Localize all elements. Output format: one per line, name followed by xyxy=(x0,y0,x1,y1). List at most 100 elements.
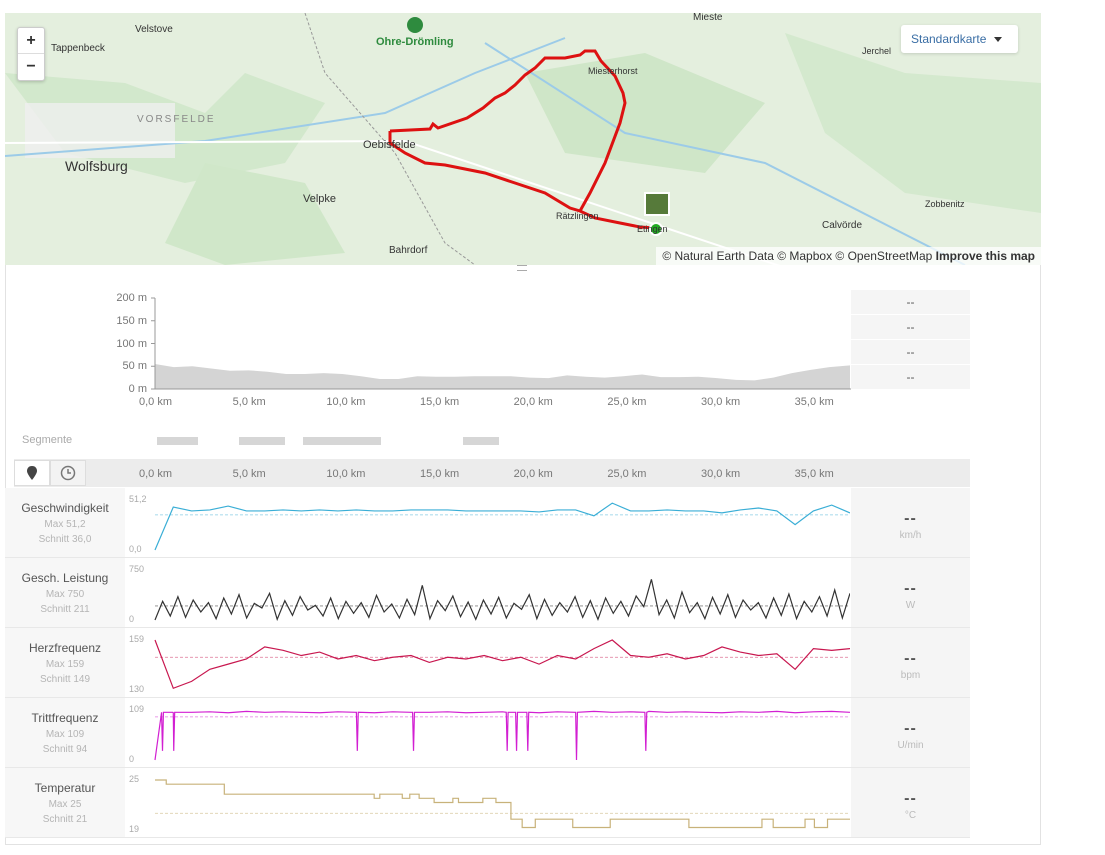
stream-max: Max 51,2 xyxy=(44,519,86,530)
stream-avg: Schnitt 21 xyxy=(42,814,88,825)
segment-bar[interactable] xyxy=(157,437,198,445)
map-label-mieste: Mieste xyxy=(693,13,723,23)
map-canvas xyxy=(5,13,1041,265)
resize-handle[interactable] xyxy=(517,265,527,271)
stream-row-gesch-leistung[interactable]: Gesch. Leistung Max 750 Schnitt 211 750 … xyxy=(5,558,970,627)
x-tick-label: 35,0 km xyxy=(794,468,834,480)
stream-avg: Schnitt 36,0 xyxy=(38,534,92,545)
stream-max: Max 750 xyxy=(45,589,85,600)
map-label-ohre-dromling: Ohre-Drömling xyxy=(376,36,454,48)
x-tick-label: 20,0 km xyxy=(513,468,553,480)
stream-y-min: 19 xyxy=(129,824,140,834)
stream-label: Trittfrequenz Max 109 Schnitt 94 xyxy=(5,698,125,767)
stream-y-max: 750 xyxy=(129,564,145,574)
stream-current-value: -- U/min xyxy=(851,698,970,767)
segment-bar[interactable] xyxy=(239,437,285,445)
zoom-in-button[interactable]: + xyxy=(18,28,44,54)
stream-line xyxy=(155,779,850,829)
stream-y-max: 51,2 xyxy=(129,494,147,504)
x-tick-label: 30,0 km xyxy=(700,396,741,408)
stream-value: -- xyxy=(904,720,917,737)
time-axis-button[interactable] xyxy=(50,460,86,486)
segments-label: Segmente xyxy=(22,434,73,446)
stream-title: Geschwindigkeit xyxy=(21,501,109,515)
elevation-stat: -- xyxy=(851,315,970,339)
x-tick-label: 25,0 km xyxy=(607,468,647,480)
stream-y-max: 159 xyxy=(129,634,145,644)
stream-avg: Schnitt 211 xyxy=(40,604,90,615)
elev-y-tick: 100 m xyxy=(116,338,147,350)
map-label-calvoerde: Calvörde xyxy=(822,220,863,231)
row-divider xyxy=(5,837,970,838)
x-tick-label: 10,0 km xyxy=(326,468,366,480)
stream-max: Max 109 xyxy=(45,729,85,740)
map-layer-dropdown[interactable]: Standardkarte xyxy=(901,25,1018,53)
elev-y-tick: 0 m xyxy=(128,383,147,395)
stream-chart[interactable] xyxy=(150,558,850,627)
stream-chart[interactable] xyxy=(150,628,850,697)
stream-unit: bpm xyxy=(900,670,921,681)
stream-label: Geschwindigkeit Max 51,2 Schnitt 36,0 xyxy=(5,488,125,557)
stream-value: -- xyxy=(904,510,917,527)
stream-row-geschwindigkeit[interactable]: Geschwindigkeit Max 51,2 Schnitt 36,0 51… xyxy=(5,488,970,557)
elev-y-tick: 200 m xyxy=(116,292,147,304)
route-map[interactable]: Velstove Tappenbeck Ohre-Drömling Mieste… xyxy=(5,13,1041,265)
map-layer-label: Standardkarte xyxy=(911,32,987,46)
stream-line xyxy=(154,579,850,622)
stream-line xyxy=(154,639,850,690)
zoom-out-button[interactable]: − xyxy=(26,58,36,75)
x-tick-label: 20,0 km xyxy=(513,396,553,408)
stream-y-min: 0 xyxy=(129,614,135,624)
stream-y-min: 0 xyxy=(129,754,135,764)
stream-chart[interactable] xyxy=(150,698,850,767)
map-label-tappenbeck: Tappenbeck xyxy=(51,43,105,54)
distance-axis-button[interactable] xyxy=(14,460,50,486)
stream-title: Gesch. Leistung xyxy=(21,571,109,585)
stream-current-value: -- km/h xyxy=(851,488,970,557)
stream-avg: Schnitt 149 xyxy=(39,674,91,685)
elevation-stat: -- xyxy=(851,365,970,389)
stream-chart[interactable] xyxy=(150,488,850,557)
stream-y-max: 25 xyxy=(129,774,140,784)
x-tick-label: 15,0 km xyxy=(419,396,460,408)
stream-row-trittfrequenz[interactable]: Trittfrequenz Max 109 Schnitt 94 109 0 -… xyxy=(5,698,970,767)
segment-bar[interactable] xyxy=(303,437,381,445)
zoom-control: + − xyxy=(17,27,45,81)
stream-line xyxy=(154,710,850,761)
map-label-miesterhorst: Miesterhorst xyxy=(588,66,638,76)
x-tick-label: 15,0 km xyxy=(419,468,460,480)
clock-icon xyxy=(60,465,76,481)
map-pin-icon xyxy=(27,466,37,480)
stream-row-herzfrequenz[interactable]: Herzfrequenz Max 159 Schnitt 149 159 130… xyxy=(5,628,970,697)
elevation-chart[interactable] xyxy=(150,285,855,397)
stream-avg: Schnitt 94 xyxy=(42,744,88,755)
stream-title: Trittfrequenz xyxy=(31,711,99,725)
attribution-text: © Natural Earth Data © Mapbox © OpenStre… xyxy=(662,249,933,263)
map-label-velstove: Velstove xyxy=(135,24,173,35)
row-divider xyxy=(5,767,970,768)
x-tick-label: 0,0 km xyxy=(139,468,173,480)
map-label-raetzlingen: Rätzlingen xyxy=(556,211,599,221)
stream-unit: U/min xyxy=(897,740,924,751)
stream-y-max: 109 xyxy=(129,704,145,714)
row-divider xyxy=(5,557,970,558)
improve-map-link[interactable]: Improve this map xyxy=(935,249,1035,263)
elev-y-tick: 50 m xyxy=(122,360,147,372)
stream-label: Gesch. Leistung Max 750 Schnitt 211 xyxy=(5,558,125,627)
stream-chart[interactable] xyxy=(150,768,850,837)
elevation-area xyxy=(155,363,850,389)
stream-row-temperatur[interactable]: Temperatur Max 25 Schnitt 21 25 19 -- °C xyxy=(5,768,970,837)
stream-value: -- xyxy=(904,580,917,597)
x-tick-label: 5,0 km xyxy=(232,396,266,408)
stream-max: Max 159 xyxy=(45,659,85,670)
segment-bar[interactable] xyxy=(463,437,499,445)
map-label-etingen: Etingen xyxy=(637,224,668,234)
x-tick-label: 35,0 km xyxy=(794,396,834,408)
stream-title: Temperatur xyxy=(34,781,96,795)
stream-title: Herzfrequenz xyxy=(28,641,102,655)
stream-value: -- xyxy=(904,790,917,807)
row-divider xyxy=(5,627,970,628)
map-label-jerchel: Jerchel xyxy=(862,46,892,56)
map-label-vorsfelde: VORSFELDE xyxy=(137,114,216,125)
map-label-velpke: Velpke xyxy=(303,193,337,205)
